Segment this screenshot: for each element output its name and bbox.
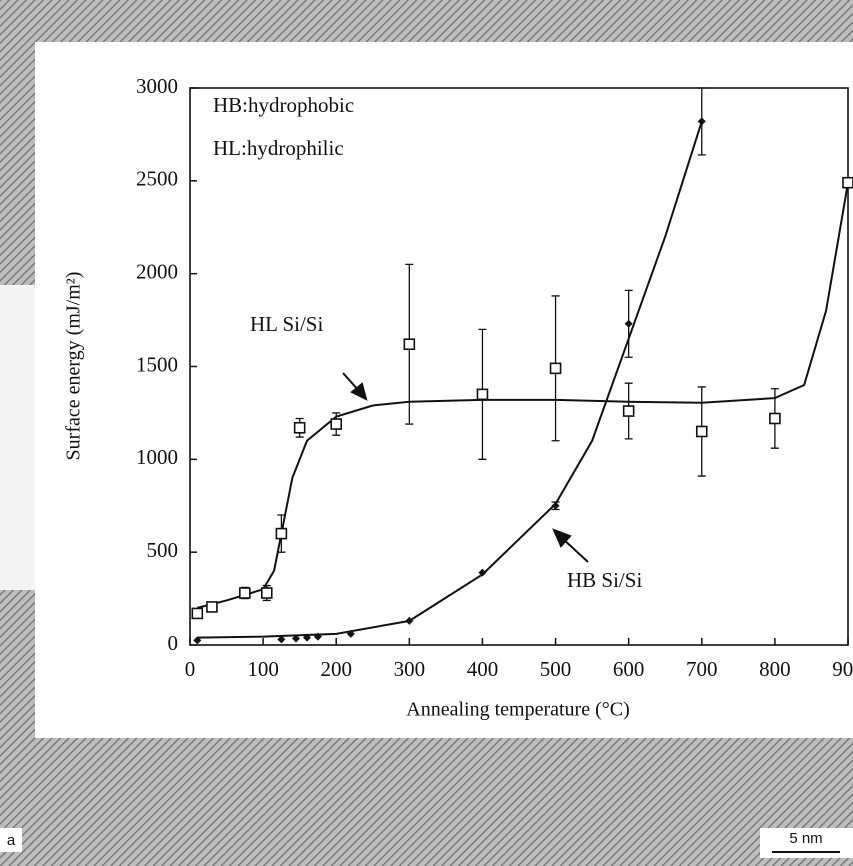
square-marker bbox=[697, 426, 707, 436]
annotation: HB:hydrophobic bbox=[213, 93, 354, 117]
series-label: HL Si/Si bbox=[250, 312, 323, 336]
square-marker bbox=[207, 602, 217, 612]
x-tick-label: 0 bbox=[185, 657, 196, 681]
y-tick-label: 2000 bbox=[136, 259, 178, 283]
x-tick-label: 800 bbox=[759, 657, 791, 681]
background-patch bbox=[0, 285, 40, 590]
square-marker bbox=[331, 419, 341, 429]
series-label: HB Si/Si bbox=[567, 568, 642, 592]
x-tick-label: 500 bbox=[540, 657, 572, 681]
x-tick-label: 600 bbox=[613, 657, 645, 681]
square-marker bbox=[404, 339, 414, 349]
panel-label: a bbox=[7, 832, 16, 849]
y-tick-label: 2500 bbox=[136, 167, 178, 191]
square-marker bbox=[295, 423, 305, 433]
annotation: HL:hydrophilic bbox=[213, 136, 344, 160]
x-tick-label: 100 bbox=[247, 657, 279, 681]
square-marker bbox=[624, 406, 634, 416]
y-axis-label: Surface energy (mJ/m²) bbox=[63, 272, 85, 461]
chart-panel bbox=[35, 42, 853, 738]
x-tick-label: 900 bbox=[832, 657, 853, 681]
figure: HB:hydrophobic HL:hydrophilic HL Si/Si H… bbox=[0, 0, 853, 866]
x-tick-label: 200 bbox=[320, 657, 352, 681]
x-tick-label: 700 bbox=[686, 657, 718, 681]
x-tick-label: 400 bbox=[467, 657, 499, 681]
x-axis-label: Annealing temperature (°C) bbox=[406, 699, 629, 721]
square-marker bbox=[276, 529, 286, 539]
x-tick-label: 300 bbox=[394, 657, 426, 681]
y-tick-label: 1500 bbox=[136, 352, 178, 376]
y-tick-label: 500 bbox=[147, 538, 179, 562]
square-marker bbox=[770, 413, 780, 423]
square-marker bbox=[477, 389, 487, 399]
square-marker bbox=[192, 608, 202, 618]
square-marker bbox=[551, 363, 561, 373]
page: {"chart_data": {"type": "scatter", "xlab… bbox=[0, 0, 853, 866]
y-tick-label: 1000 bbox=[136, 445, 178, 469]
y-tick-label: 0 bbox=[168, 631, 179, 655]
square-marker bbox=[843, 178, 853, 188]
square-marker bbox=[240, 588, 250, 598]
scale-bar-label: 5 nm bbox=[789, 830, 822, 847]
y-tick-label: 3000 bbox=[136, 74, 178, 98]
square-marker bbox=[262, 588, 272, 598]
